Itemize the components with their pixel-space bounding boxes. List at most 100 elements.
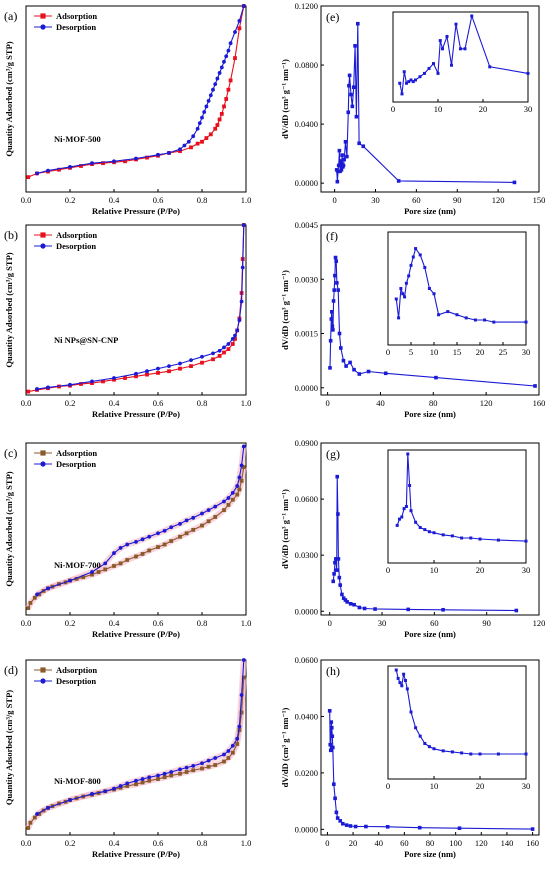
inset-data-point	[427, 66, 431, 70]
inset-x-tick-label: 25	[499, 347, 508, 357]
data-point	[178, 147, 182, 152]
y-tick-label: 0.0015	[295, 329, 318, 339]
inset-f: 0 5 10 15 20 25 30	[386, 231, 530, 357]
inset-data-point	[473, 318, 477, 322]
data-point	[200, 766, 204, 771]
data-point	[156, 545, 160, 549]
data-point	[204, 136, 209, 140]
data-point	[330, 310, 334, 314]
y-tick-label: 0.0000	[295, 383, 318, 393]
y-axis-label: Quantity Adsorbed (cm³/g STP)	[4, 690, 14, 805]
chart-c: 0.0 0.2 0.4 0.6 0.8 1.0 Relative Pressure (P/P…	[4, 442, 251, 639]
data-point	[344, 823, 349, 827]
x-tick-label: 0.4	[109, 838, 120, 848]
data-point	[140, 777, 145, 781]
data-point	[147, 534, 152, 539]
inset-data-point	[400, 684, 404, 688]
data-point	[341, 596, 346, 600]
data-point	[32, 815, 37, 820]
inset-data-point	[432, 531, 436, 535]
x-tick-label: 0.8	[197, 195, 208, 205]
data-point	[364, 824, 368, 829]
inset-data-point	[418, 526, 422, 529]
data-point	[337, 331, 342, 336]
inset-data-point	[450, 534, 454, 538]
data-point	[213, 504, 218, 509]
data-point	[222, 59, 226, 64]
x-tick-label: 40	[374, 838, 383, 848]
inset-data-point	[414, 520, 418, 524]
inset-x-tick-label: 20	[476, 565, 485, 575]
data-point	[241, 675, 246, 680]
x-tick-label: 1.0	[241, 195, 252, 205]
data-point	[344, 364, 348, 368]
data-point	[351, 85, 356, 89]
plot-frame	[25, 442, 247, 616]
data-point	[145, 155, 149, 160]
data-point	[352, 367, 356, 372]
data-point	[337, 575, 342, 580]
series-line	[329, 710, 533, 830]
x-tick-label: 0.4	[109, 398, 120, 408]
inset-x-tick-label: 5	[409, 347, 413, 357]
data-point	[208, 93, 213, 98]
data-point	[134, 554, 138, 559]
data-point	[235, 328, 240, 333]
data-point	[348, 824, 353, 828]
inset-data-point	[524, 752, 528, 756]
data-point	[335, 816, 340, 820]
data-point	[184, 770, 189, 774]
inset-data-point	[405, 81, 408, 85]
data-point	[123, 376, 127, 380]
inset-data-point	[450, 750, 454, 754]
inset-data-point	[401, 292, 405, 296]
x-tick-label: 0.4	[109, 618, 120, 628]
data-point	[343, 140, 348, 144]
x-axis-label: Pore size (nm)	[404, 629, 456, 639]
inset-data-point	[418, 75, 422, 79]
series-halo	[25, 677, 247, 830]
data-point	[101, 161, 105, 166]
inset-data-point	[399, 287, 403, 290]
chart-e: 0 30 60 90 120 150 0.0000 0.0400 0.0800 0.1200 Por…	[280, 1, 545, 216]
plot-frame	[25, 659, 247, 836]
data-point	[112, 376, 116, 380]
data-point	[343, 598, 348, 602]
data-point	[237, 318, 242, 323]
data-point	[233, 333, 237, 338]
inset-x-tick-label: 20	[479, 104, 488, 114]
data-point	[226, 756, 231, 760]
x-tick-label: 120	[480, 398, 493, 408]
inset-data-point	[414, 78, 417, 82]
data-point	[156, 152, 160, 157]
data-point	[206, 758, 211, 763]
y-tick-label: 0.1200	[295, 1, 318, 11]
x-tick-label: 60	[412, 195, 421, 205]
data-point	[222, 350, 226, 355]
x-tick-label: 0	[333, 195, 337, 205]
x-axis-label: Relative Pressure (P/Po)	[92, 409, 180, 419]
data-point	[125, 558, 130, 562]
data-point	[101, 379, 105, 384]
legend-marker	[40, 13, 46, 19]
data-point	[26, 389, 31, 394]
data-point	[103, 789, 108, 794]
data-point	[441, 607, 445, 612]
data-point	[226, 503, 231, 507]
inset-data-point	[397, 316, 401, 320]
chart-h: 0 20 40 60 80 100 120 140 1600.00000.02000.04000…	[280, 655, 540, 859]
x-tick-label: 0.6	[153, 838, 164, 848]
data-point	[134, 778, 138, 783]
y-tick-label: 0.0900	[295, 438, 318, 448]
data-point	[237, 18, 242, 23]
data-point	[228, 78, 233, 83]
data-point	[191, 768, 196, 773]
legend-marker	[40, 232, 46, 238]
inset-data-point	[409, 509, 413, 513]
y-tick-label: 0.0030	[295, 274, 318, 284]
x-tick-label: 90	[453, 195, 462, 205]
data-point	[334, 557, 338, 561]
y-tick-label: 0.0000	[295, 606, 318, 616]
data-point	[191, 134, 196, 139]
data-point	[514, 608, 519, 613]
